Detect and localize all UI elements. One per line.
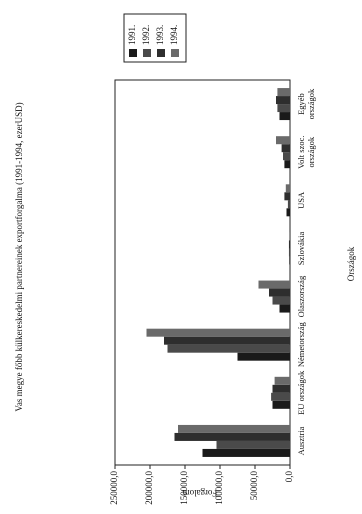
bar	[288, 248, 291, 257]
bar	[277, 88, 290, 97]
chart-title: Vas megye főbb külkereskedelmi partnerei…	[14, 102, 24, 411]
bar	[285, 184, 290, 193]
bar	[202, 448, 290, 457]
y-tick-label: 0,0	[284, 471, 294, 483]
y-tick-label: 100000,0	[214, 471, 224, 505]
bar	[284, 192, 290, 201]
legend-swatch	[129, 49, 137, 57]
bar	[279, 112, 290, 121]
y-tick-label: 250000,0	[109, 471, 119, 505]
bar	[289, 256, 290, 265]
legend-label: 1992.	[141, 25, 151, 45]
x-tick-label-box: USA	[296, 191, 306, 209]
x-tick-label: Egyéb országok	[296, 88, 316, 120]
bar	[277, 104, 290, 113]
bar	[276, 136, 290, 145]
bar	[178, 424, 290, 433]
y-tick-label: 200000,0	[144, 471, 154, 505]
x-tick-label-box: Németország	[296, 322, 306, 368]
y-tick-label: 150000,0	[179, 471, 189, 505]
bar	[288, 240, 291, 249]
x-tick-label-box: Egyéb országok	[296, 88, 316, 120]
x-tick-label: Olaszország	[296, 275, 306, 318]
bar	[283, 152, 290, 161]
bar	[279, 304, 290, 313]
bar	[281, 144, 291, 153]
x-tick-label: USA	[296, 191, 306, 209]
bar	[174, 432, 290, 441]
y-axis-label: Forgalom	[183, 488, 218, 498]
legend-swatch	[143, 49, 151, 57]
legend-label: 1991.	[127, 25, 137, 45]
x-tick-label-box: Volt szoc. országok	[296, 135, 316, 169]
bar	[146, 328, 290, 337]
bar	[289, 232, 290, 241]
bar	[286, 208, 290, 217]
bar	[272, 400, 290, 409]
x-tick-label: Németország	[296, 322, 306, 368]
bar	[272, 296, 290, 305]
legend-swatch	[171, 49, 179, 57]
x-tick-label: Volt szoc. országok	[296, 135, 316, 169]
bar	[167, 344, 290, 353]
chart: Vas megye főbb külkereskedelmi partnerei…	[14, 13, 356, 505]
plot-frame	[114, 79, 291, 466]
legend-label: 1994.	[169, 25, 179, 45]
bar	[269, 288, 290, 297]
bar	[287, 200, 290, 209]
bar	[276, 96, 290, 105]
x-tick-label-box: Olaszország	[296, 275, 306, 318]
bar	[164, 336, 290, 345]
legend-box	[123, 13, 187, 63]
bar	[272, 384, 290, 393]
x-tick-label: Ausztria	[296, 426, 306, 456]
bar	[258, 280, 290, 289]
legend-label: 1993.	[155, 25, 165, 45]
x-axis-label: Országok	[346, 246, 356, 281]
legend-swatch	[157, 49, 165, 57]
bar	[271, 392, 291, 401]
x-tick-label-box: Szlovákia	[296, 231, 306, 266]
x-tick-label: EU országok	[296, 370, 306, 415]
bar	[284, 160, 290, 169]
bar	[274, 376, 291, 385]
x-tick-label-box: Ausztria	[296, 426, 306, 456]
bar	[237, 352, 290, 361]
y-tick-label: 50000,0	[249, 471, 259, 501]
x-tick-label-box: EU országok	[296, 370, 306, 415]
x-tick-label: Szlovákia	[296, 231, 306, 266]
bar	[216, 440, 290, 449]
